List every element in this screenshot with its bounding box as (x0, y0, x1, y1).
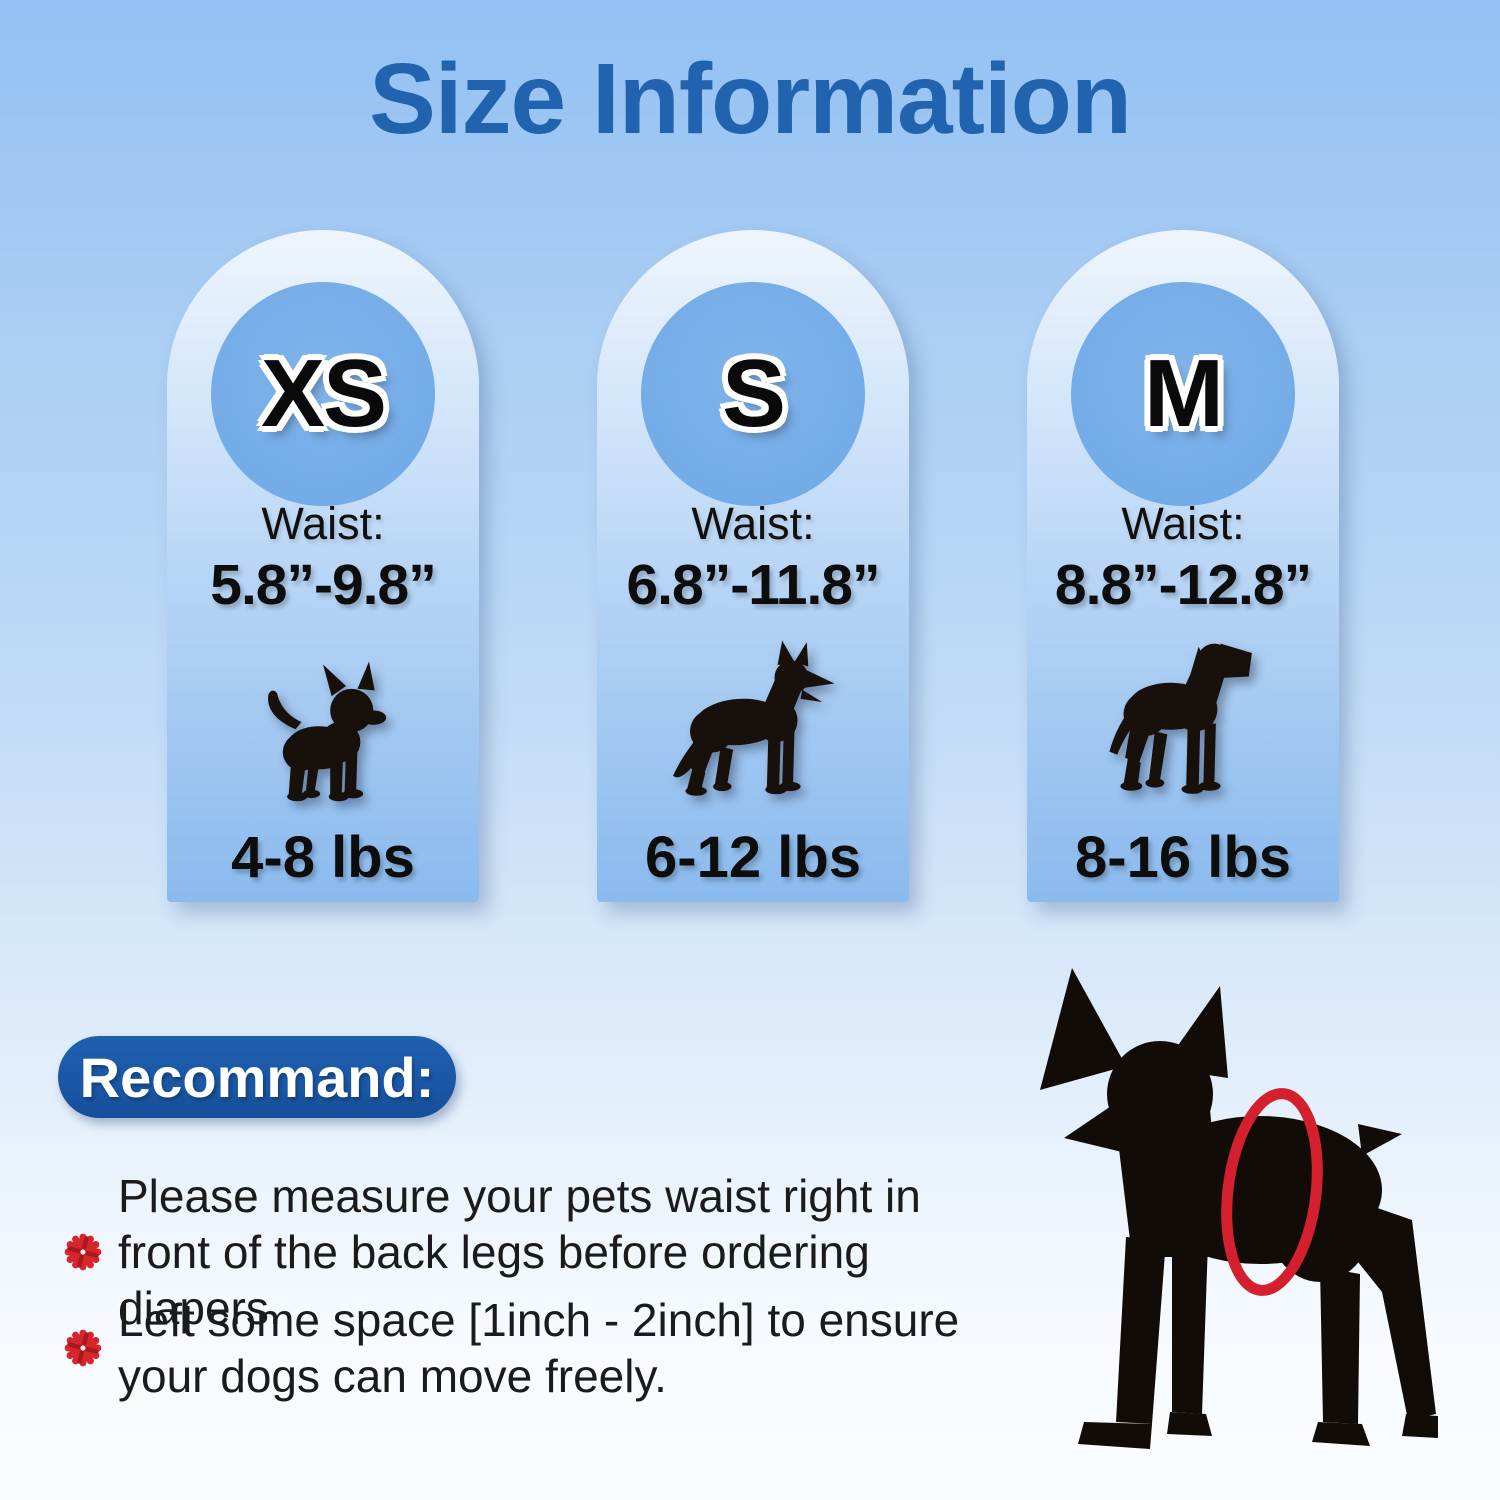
chihuahua-icon (268, 661, 387, 802)
recommend-bullet-2: Left some space [1inch - 2inch] to ensur… (62, 1292, 1002, 1404)
dog-waist-measure-illustration (1040, 968, 1438, 1449)
recommend-heading-pill: Recommand: (58, 1036, 456, 1118)
waist-label: Waist: (1121, 498, 1245, 549)
size-card-xs: XS Waist: 5.8”-9.8” (167, 230, 479, 902)
size-card-m: M Waist: 8.8”-12.8” (1027, 230, 1339, 902)
waist-range: 6.8”-11.8” (626, 553, 880, 617)
dog-icon-wrap (167, 628, 479, 808)
waist-label: Waist: (261, 498, 385, 549)
size-code: M (1144, 340, 1224, 447)
page-title: Size Information (369, 43, 1132, 155)
size-card-s: S Waist: 6.8”-11.8” (597, 230, 909, 902)
weight-range: 4-8 lbs (231, 825, 415, 890)
weight-range: 6-12 lbs (645, 825, 861, 890)
weight-range: 8-16 lbs (1075, 825, 1291, 890)
red-flower-asterisk-icon (64, 1329, 102, 1367)
dog-icon-wrap (1027, 628, 1339, 808)
size-badge-circle: M (1071, 282, 1295, 506)
recommend-bullet-text: Left some space [1inch - 2inch] to ensur… (118, 1294, 960, 1403)
great-dane-icon (1109, 643, 1252, 794)
size-code: S (721, 340, 786, 447)
waist-label: Waist: (691, 498, 815, 549)
dog-icon-wrap (597, 628, 909, 808)
waist-range: 5.8”-9.8” (210, 553, 436, 617)
size-badge-circle: XS (211, 282, 435, 506)
waist-measure-ring (1221, 1088, 1323, 1296)
size-code: XS (260, 340, 387, 447)
recommend-bullet-1: Please measure your pets waist right in … (62, 1168, 1002, 1336)
red-flower-asterisk-icon (64, 1233, 102, 1271)
german-shepherd-icon (673, 640, 835, 796)
size-badge-circle: S (641, 282, 865, 506)
waist-range: 8.8”-12.8” (1054, 553, 1312, 617)
recommend-bullet-text: Please measure your pets waist right in … (118, 1170, 921, 1335)
recommend-heading: Recommand: (79, 1045, 435, 1109)
